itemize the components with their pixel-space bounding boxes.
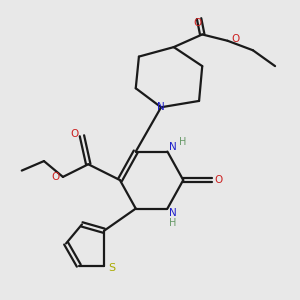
Text: N: N — [157, 102, 165, 112]
Text: N: N — [169, 142, 177, 152]
Text: O: O — [214, 175, 223, 185]
Text: O: O — [51, 172, 59, 182]
Text: S: S — [108, 263, 116, 273]
Text: O: O — [194, 18, 202, 28]
Text: N: N — [169, 208, 177, 218]
Text: H: H — [179, 137, 186, 147]
Text: O: O — [231, 34, 240, 44]
Text: O: O — [70, 129, 78, 139]
Text: H: H — [169, 218, 177, 228]
